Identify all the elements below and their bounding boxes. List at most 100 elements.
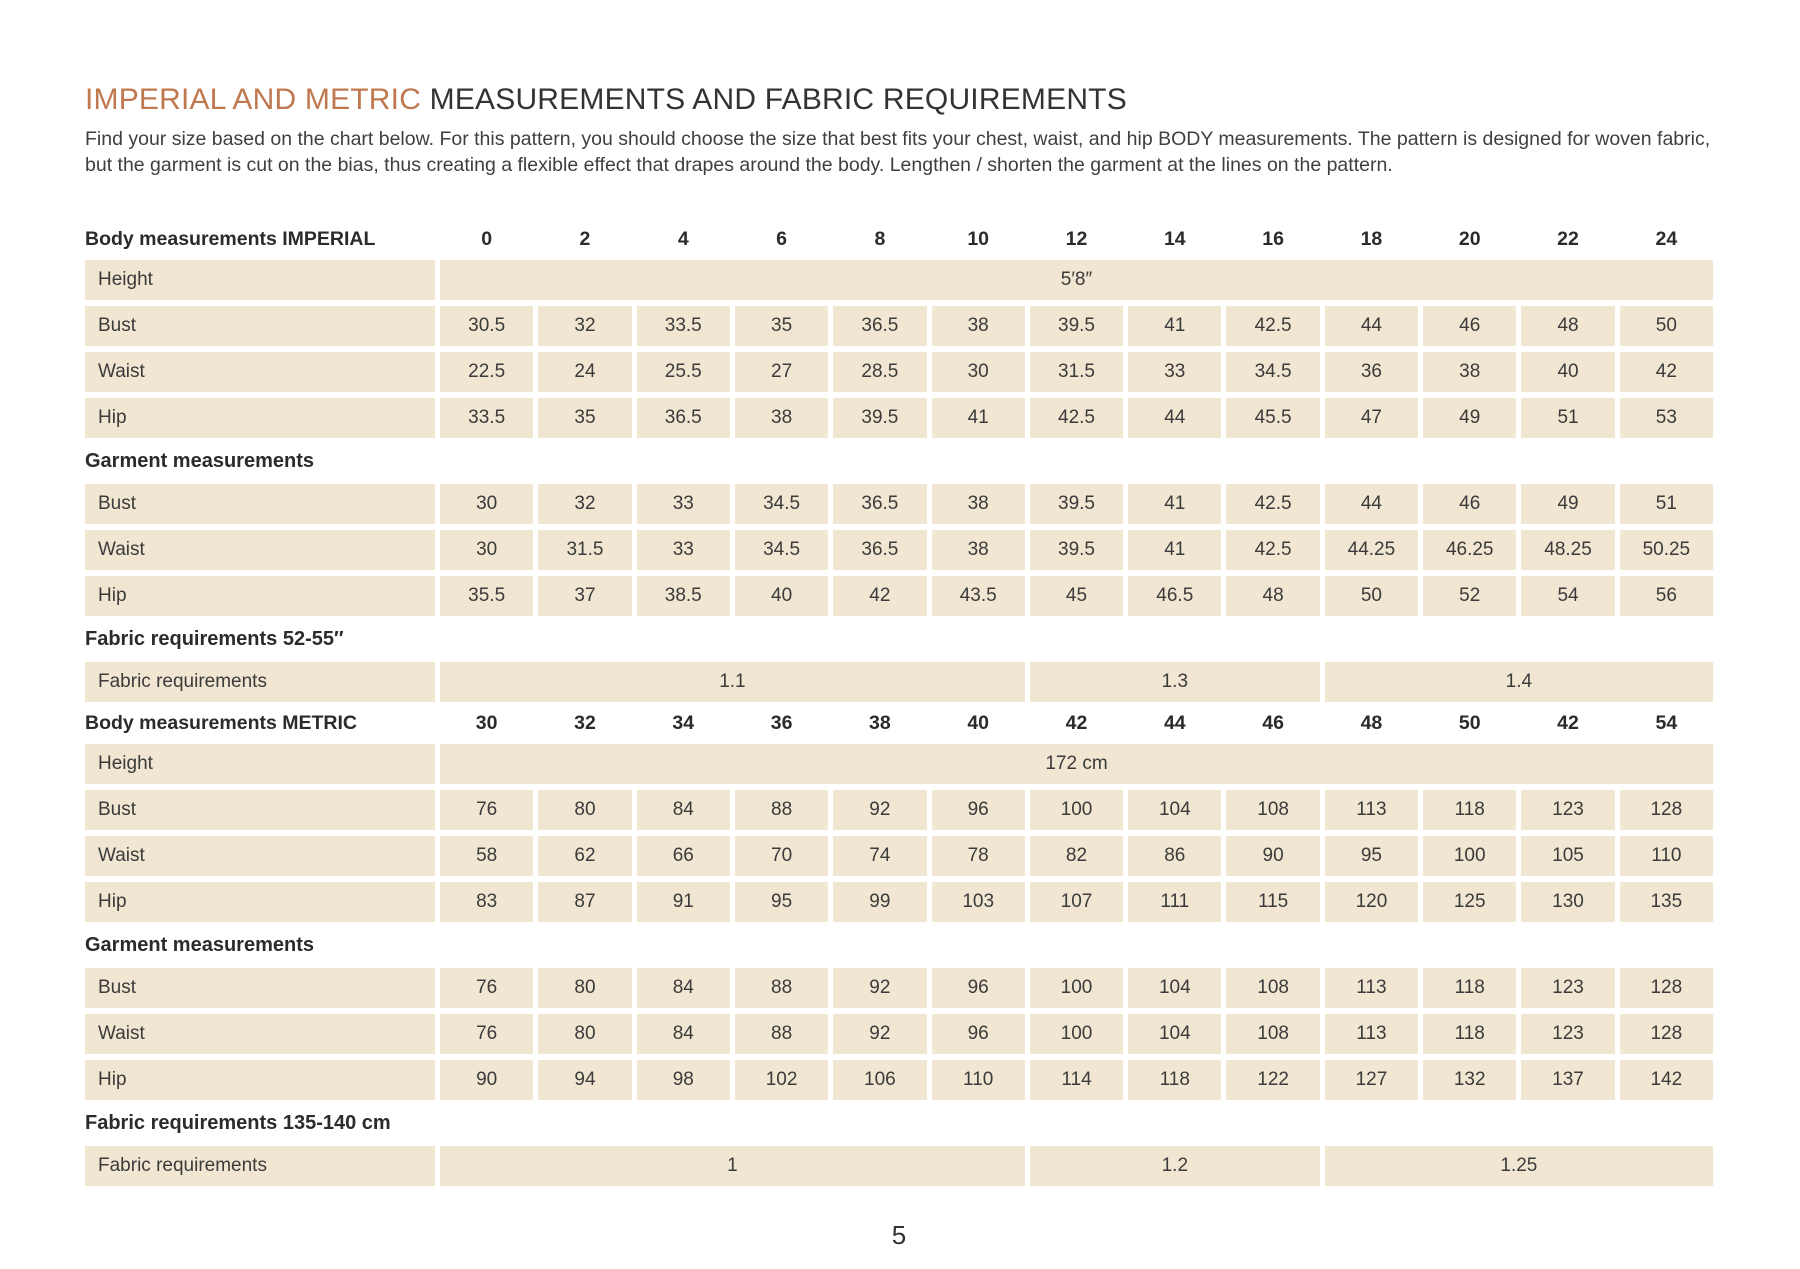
value-cell: 123 <box>1521 1014 1615 1054</box>
value-cell: 34.5 <box>734 484 829 524</box>
value-cell: 111 <box>1128 882 1222 922</box>
value-cell: 41 <box>1128 530 1222 570</box>
value-cell: 24 <box>538 352 632 392</box>
value-cell: 33.5 <box>636 306 730 346</box>
row-label: Body measurements METRIC <box>85 708 435 738</box>
value-cell: 91 <box>636 882 730 922</box>
value-cell: 99 <box>833 882 927 922</box>
value-cell: 48 <box>1226 576 1320 616</box>
value-cell: 38 <box>931 306 1025 346</box>
value-cell: 37 <box>538 576 632 616</box>
value-cell: 113 <box>1324 790 1419 830</box>
value-cell: 95 <box>1324 836 1419 876</box>
value-cell: 118 <box>1423 790 1517 830</box>
page-title-accent: IMPERIAL AND METRIC <box>85 83 422 116</box>
size-header-cell: 42 <box>1029 708 1124 738</box>
table-row: Hip 83 87 91 95 99 103 107 111 115 120 125 130 135 <box>85 882 1713 922</box>
value-cell: 98 <box>636 1060 730 1100</box>
size-header-cell: 22 <box>1521 224 1615 254</box>
size-header-cell: 44 <box>1128 708 1222 738</box>
page-number: 5 <box>891 1220 907 1250</box>
value-cell: 86 <box>1128 836 1222 876</box>
value-cell: 130 <box>1521 882 1615 922</box>
value-cell: 39.5 <box>1029 306 1124 346</box>
row-label: Fabric requirements <box>85 1146 435 1186</box>
size-header-cell: 34 <box>636 708 730 738</box>
value-cell: 107 <box>1029 882 1124 922</box>
value-cell: 42 <box>833 576 927 616</box>
size-header-cell: 38 <box>833 708 927 738</box>
table-row: Waist 76 80 84 88 92 96 100 104 108 113 118 123 128 <box>85 1014 1713 1054</box>
value-cell: 28.5 <box>833 352 927 392</box>
value-cell: 49 <box>1521 484 1615 524</box>
span-cell: 1.1 <box>440 662 1025 702</box>
size-header-cell: 46 <box>1226 708 1320 738</box>
table-header-row: Body measurements METRIC 30 32 34 36 38 40 42 44… <box>85 708 1713 738</box>
value-cell: 104 <box>1128 968 1222 1008</box>
size-header-cell: 40 <box>931 708 1025 738</box>
value-cell: 46 <box>1423 306 1517 346</box>
value-cell: 32 <box>538 484 632 524</box>
value-cell: 31.5 <box>1029 352 1124 392</box>
value-cell: 46.25 <box>1423 530 1517 570</box>
value-cell: 42.5 <box>1226 530 1320 570</box>
value-cell: 115 <box>1226 882 1320 922</box>
value-cell: 90 <box>440 1060 534 1100</box>
table-header-row: Body measurements IMPERIAL 0 2 4 6 8 10 12 14 16 1… <box>85 224 1713 254</box>
value-cell: 100 <box>1423 836 1517 876</box>
value-cell: 92 <box>833 1014 927 1054</box>
row-label: Waist <box>85 836 435 876</box>
size-header-cell: 36 <box>734 708 829 738</box>
table-row: Height 5′8″ <box>85 260 1713 300</box>
span-cell: 1.4 <box>1324 662 1713 702</box>
size-header-cell: 10 <box>931 224 1025 254</box>
row-label: Waist <box>85 530 435 570</box>
value-cell: 42.5 <box>1029 398 1124 438</box>
value-cell: 25.5 <box>636 352 730 392</box>
value-cell: 114 <box>1029 1060 1124 1100</box>
value-cell: 88 <box>734 1014 829 1054</box>
value-cell: 31.5 <box>538 530 632 570</box>
value-cell: 35 <box>734 306 829 346</box>
size-header-cell: 12 <box>1029 224 1124 254</box>
value-cell: 45 <box>1029 576 1124 616</box>
value-cell: 88 <box>734 790 829 830</box>
value-cell: 36.5 <box>636 398 730 438</box>
value-cell: 39.5 <box>1029 530 1124 570</box>
value-cell: 132 <box>1423 1060 1517 1100</box>
table-row: Hip 90 94 98 102 106 110 114 118 122 127 132 137 142 <box>85 1060 1713 1100</box>
value-cell: 100 <box>1029 790 1124 830</box>
section-heading: Garment measurements <box>85 449 314 472</box>
value-cell: 108 <box>1226 968 1320 1008</box>
value-cell: 44 <box>1324 484 1419 524</box>
value-cell: 58 <box>440 836 534 876</box>
section-heading: Fabric requirements 52-55″ <box>85 627 344 650</box>
value-cell: 36 <box>1324 352 1419 392</box>
row-label: Waist <box>85 352 435 392</box>
value-cell: 104 <box>1128 1014 1222 1054</box>
size-header-cell: 20 <box>1423 224 1517 254</box>
value-cell: 34.5 <box>1226 352 1320 392</box>
value-cell: 78 <box>931 836 1025 876</box>
value-cell: 51 <box>1521 398 1615 438</box>
full-span-cell: 172 cm <box>440 744 1713 784</box>
value-cell: 87 <box>538 882 632 922</box>
value-cell: 123 <box>1521 968 1615 1008</box>
table-row: Bust 76 80 84 88 92 96 100 104 108 113 118 123 128 <box>85 790 1713 830</box>
row-label: Height <box>85 744 435 784</box>
value-cell: 42.5 <box>1226 306 1320 346</box>
row-label: Bust <box>85 968 435 1008</box>
value-cell: 120 <box>1324 882 1419 922</box>
span-cell: 1.2 <box>1029 1146 1320 1186</box>
value-cell: 123 <box>1521 790 1615 830</box>
value-cell: 76 <box>440 1014 534 1054</box>
value-cell: 100 <box>1029 1014 1124 1054</box>
value-cell: 96 <box>931 968 1025 1008</box>
row-label: Fabric requirements <box>85 662 435 702</box>
value-cell: 33 <box>636 484 730 524</box>
value-cell: 33 <box>1128 352 1222 392</box>
value-cell: 30 <box>931 352 1025 392</box>
value-cell: 39.5 <box>833 398 927 438</box>
value-cell: 66 <box>636 836 730 876</box>
